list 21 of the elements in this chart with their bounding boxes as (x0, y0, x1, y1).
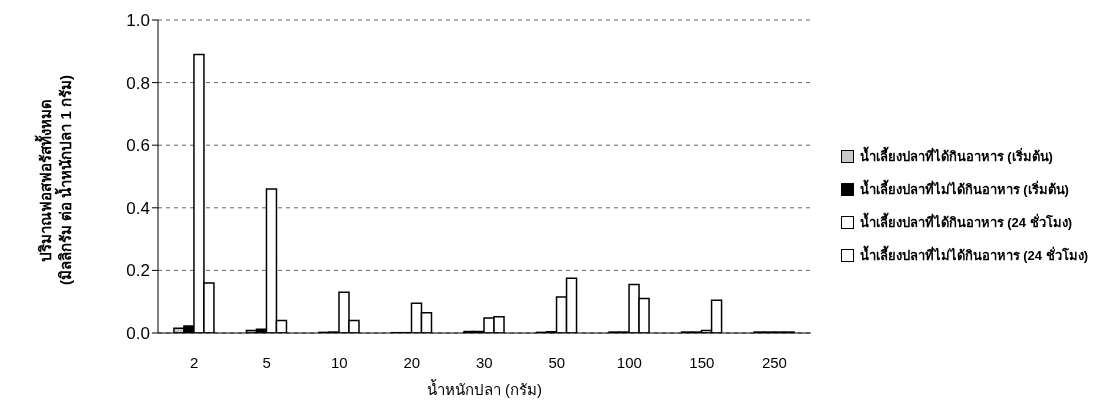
x-axis-title: น้ำหนักปลา (กรัม) (426, 379, 542, 398)
legend-label: น้ำเลี้ยงปลาที่ไม่ได้กินอาหาร (เริ่มต้น) (859, 178, 1069, 199)
x-tick-label: 50 (548, 353, 566, 371)
x-tick-label: 20 (403, 353, 421, 371)
y-tick-label: 0.8 (126, 73, 150, 93)
y-tick-label: 0.6 (126, 136, 150, 156)
x-tick-label: 5 (262, 353, 271, 371)
legend-label: น้ำเลี้ยงปลาที่ไม่ได้กินอาหาร (24 ชั่วโมง) (859, 244, 1088, 265)
y-tick-label: 0.0 (126, 324, 150, 344)
x-tick-label: 2 (190, 353, 199, 371)
y-tick-label: 0.2 (126, 261, 150, 281)
x-tick-label: 150 (689, 353, 715, 371)
y-axis-title: ปริมาณฟอสฟอรัสทั้งหมด (มิลลิกรัม ต่อ น้ำหนักปลา 1 กรัม) (36, 74, 75, 286)
x-tick-label: 30 (475, 353, 493, 371)
legend-label: น้ำเลี้ยงปลาที่ได้กินอาหาร (เริ่มต้น) (859, 145, 1053, 166)
x-tick-label: 250 (761, 353, 787, 371)
y-tick-label: 1.0 (126, 11, 150, 31)
legend-label: น้ำเลี้ยงปลาที่ได้กินอาหาร (24 ชั่วโมง) (859, 211, 1072, 232)
x-tick-label: 10 (330, 353, 348, 371)
y-tick-label: 0.4 (126, 198, 150, 218)
x-tick-label: 100 (616, 353, 642, 371)
